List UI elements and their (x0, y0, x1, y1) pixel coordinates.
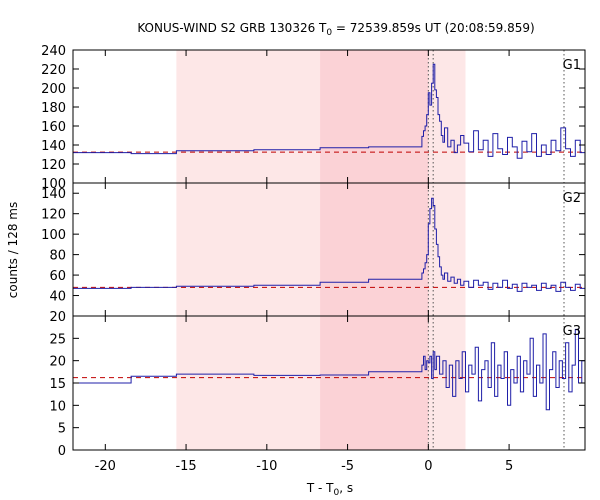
panel-g2-count-curve (73, 197, 585, 292)
panel-g3-y-tick-label: 5 (58, 422, 66, 437)
plot-area: 100120140160180200220240G120406080100120… (41, 44, 586, 474)
panel-g3-y-tick-label: 15 (49, 377, 66, 392)
panel-g1-label: G1 (563, 58, 581, 73)
x-tick-label: -10 (256, 459, 277, 474)
panel-g1-y-tick-label: 120 (41, 158, 66, 173)
shaded-region-2 (320, 50, 429, 450)
y-axis-label: counts / 128 ms (6, 202, 20, 298)
panel-g1-y-tick-label: 100 (41, 177, 66, 192)
chart-title-prefix: KONUS-WIND S2 GRB 130326 T (137, 21, 327, 35)
x-axis-label-suffix: , s (339, 481, 353, 495)
panel-g3-y-tick-label: 20 (49, 355, 66, 370)
panel-g3-count-curve (73, 328, 585, 411)
x-tick-label: -5 (341, 459, 354, 474)
panel-g1-y-tick-label: 160 (41, 120, 66, 135)
chart-title-subscript: 0 (326, 28, 332, 38)
panel-g2-y-tick-label: 40 (49, 290, 66, 305)
x-tick-label: -20 (95, 459, 116, 474)
panel-g1-y-tick-label: 200 (41, 82, 66, 97)
x-tick-label: -15 (175, 459, 196, 474)
panel-g3-y-tick-label: 25 (49, 332, 66, 347)
panel-g3-label: G3 (563, 324, 581, 339)
panel-g1-y-tick-label: 240 (41, 44, 66, 59)
x-tick-label: 5 (505, 459, 513, 474)
panel-g2-y-tick-label: 100 (41, 228, 66, 243)
chart-title-suffix: = 72539.859s UT (20:08:59.859) (332, 21, 535, 35)
panel-g1-y-tick-label: 140 (41, 139, 66, 154)
x-axis-label-subscript: 0 (334, 488, 340, 498)
panel-g2-y-tick-label: 120 (41, 208, 66, 223)
x-axis-label: T - T0, s (306, 481, 353, 498)
panel-g2-y-tick-label: 80 (49, 249, 66, 264)
panel-g3-y-tick-label: 0 (58, 444, 66, 459)
panel-g2-label: G2 (563, 191, 581, 206)
panel-g2-y-tick-label: 20 (49, 310, 66, 325)
panel-g2-y-tick-label: 60 (49, 269, 66, 284)
x-axis-label-prefix: T - T (306, 481, 334, 495)
panel-g1-y-tick-label: 180 (41, 101, 66, 116)
chart-title: KONUS-WIND S2 GRB 130326 T0 = 72539.859s… (137, 21, 534, 38)
panel-g2-y-tick-label: 140 (41, 187, 66, 202)
panel-g1-y-tick-label: 220 (41, 63, 66, 78)
panel-g1-count-curve (73, 63, 585, 159)
x-tick-label: 0 (424, 459, 432, 474)
panel-g3-y-tick-label: 10 (49, 399, 66, 414)
